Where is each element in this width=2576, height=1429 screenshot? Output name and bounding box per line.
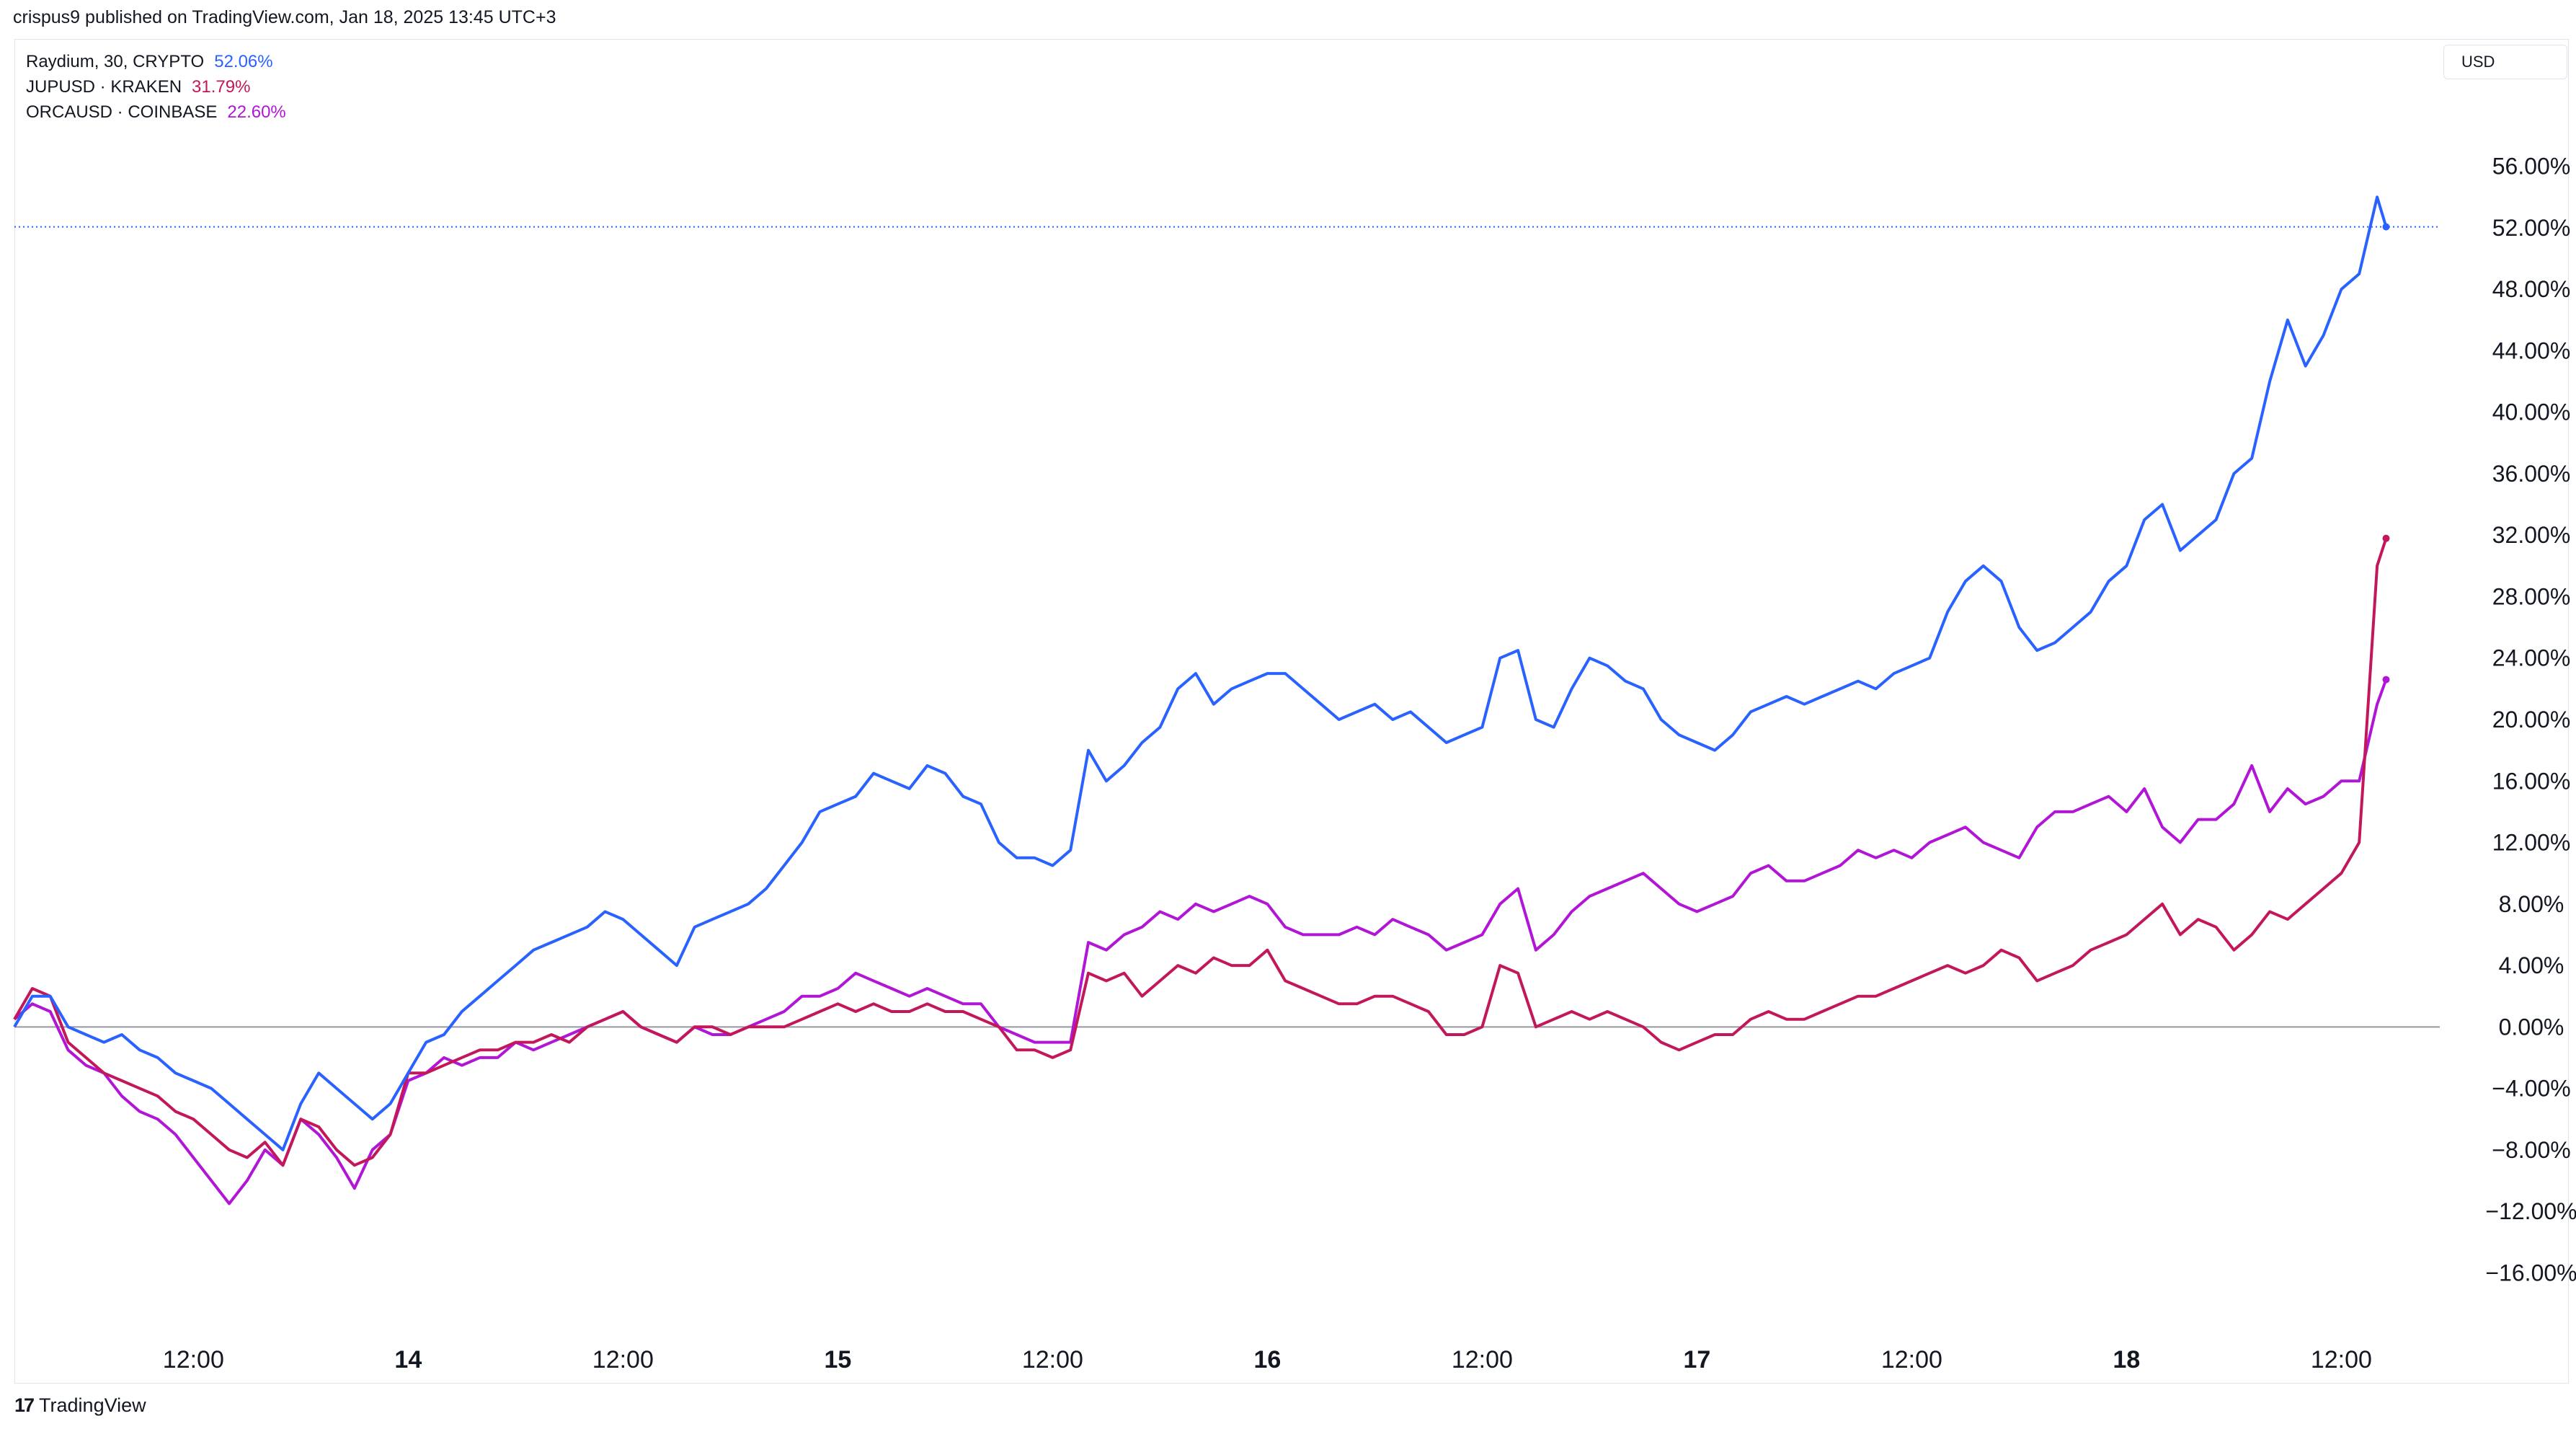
y-tick-label: 40.00%	[2492, 399, 2571, 425]
legend-name: Raydium, 30, CRYPTO	[26, 52, 205, 71]
y-tick-label: 0.00%	[2499, 1014, 2564, 1040]
x-tick-label: 17	[1683, 1346, 1710, 1373]
legend-value: 52.06%	[214, 52, 273, 71]
series-line-orcausd[interactable]	[13, 678, 2388, 1205]
x-tick-label: 12:00	[2311, 1346, 2372, 1373]
y-tick-label: −16.00%	[2485, 1260, 2576, 1286]
series-line-raydium[interactable]	[13, 195, 2388, 1151]
series-last-point	[2382, 676, 2390, 683]
x-tick-label: 12:00	[1022, 1346, 1083, 1373]
legend-item-raydium[interactable]: Raydium, 30, CRYPTO 52.06%	[26, 49, 286, 74]
chart-frame	[14, 39, 2569, 1384]
y-tick-label: 12.00%	[2492, 830, 2571, 856]
x-tick-label: 16	[1253, 1346, 1281, 1373]
y-tick-label: 44.00%	[2492, 337, 2571, 363]
y-tick-label: 20.00%	[2492, 707, 2571, 733]
series-line-jupusd[interactable]	[13, 538, 2388, 1167]
y-tick-label: −12.00%	[2485, 1198, 2576, 1224]
x-tick-label: 12:00	[1452, 1346, 1513, 1373]
legend-item-jupusd[interactable]: JUPUSD · KRAKEN 31.79%	[26, 74, 286, 99]
series-last-point	[2382, 534, 2390, 542]
x-tick-label: 12:00	[163, 1346, 224, 1373]
y-tick-label: 52.00%	[2492, 215, 2571, 241]
x-tick-label: 18	[2113, 1346, 2140, 1373]
legend-name: JUPUSD · KRAKEN	[26, 77, 182, 97]
x-tick-label: 14	[394, 1346, 422, 1373]
y-axis: 56.00% 52.00% 48.00% 44.00% 40.00% 36.00% 32.0…	[2485, 154, 2576, 1286]
tradingview-brand[interactable]: 17 TradingView	[14, 1394, 146, 1417]
y-tick-label: −4.00%	[2492, 1076, 2570, 1102]
legend-value: 22.60%	[227, 102, 286, 122]
legend-name: ORCAUSD · COINBASE	[26, 102, 218, 122]
x-tick-label: 12:00	[592, 1346, 654, 1373]
legend-value: 31.79%	[192, 77, 251, 97]
x-tick-label: 15	[824, 1346, 851, 1373]
currency-button[interactable]: USD	[2443, 45, 2567, 79]
y-tick-label: 4.00%	[2499, 952, 2564, 978]
y-tick-label: 28.00%	[2492, 583, 2571, 609]
y-tick-label: 36.00%	[2492, 461, 2571, 487]
x-tick-label: 12:00	[1881, 1346, 1942, 1373]
grid-layer	[14, 226, 2440, 1028]
series-layer	[13, 195, 2390, 1205]
brand-name: TradingView	[39, 1394, 146, 1416]
series-last-point	[2382, 223, 2390, 231]
y-tick-label: 16.00%	[2492, 768, 2571, 794]
legend: Raydium, 30, CRYPTO 52.06% JUPUSD · KRAKE…	[26, 49, 286, 125]
y-tick-label: −8.00%	[2492, 1137, 2570, 1163]
y-tick-label: 48.00%	[2492, 276, 2571, 302]
published-line: crispus9 published on TradingView.com, J…	[13, 7, 556, 27]
tradingview-logo-icon: 17	[14, 1394, 35, 1416]
x-axis: 12:00 14 12:00 15 12:00 16 12:00 17 12:00 18 12:00	[163, 1346, 2372, 1373]
y-tick-label: 24.00%	[2492, 645, 2571, 671]
legend-item-orcausd[interactable]: ORCAUSD · COINBASE 22.60%	[26, 99, 286, 125]
y-tick-label: 32.00%	[2492, 522, 2571, 548]
y-tick-label: 56.00%	[2492, 154, 2571, 180]
y-tick-label: 8.00%	[2499, 891, 2564, 917]
